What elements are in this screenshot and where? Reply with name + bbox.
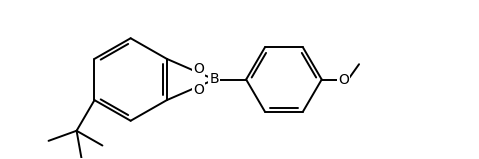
Text: O: O [193, 83, 204, 97]
Text: O: O [338, 73, 349, 86]
Text: O: O [193, 62, 204, 76]
Text: B: B [209, 72, 219, 86]
